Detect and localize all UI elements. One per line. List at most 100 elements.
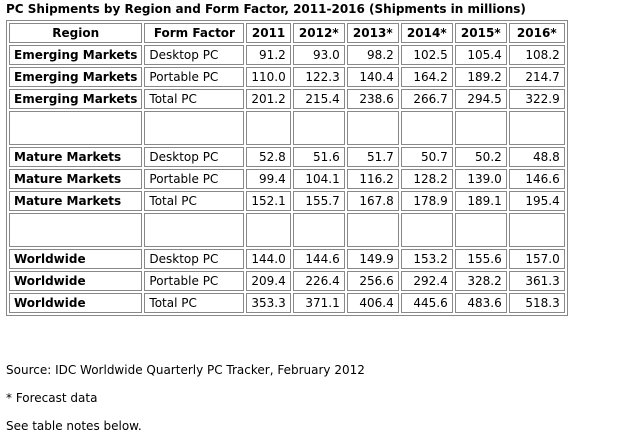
value-cell: 155.6 <box>454 249 507 269</box>
empty-cell <box>400 111 453 145</box>
table-row: Mature Markets Portable PC 99.4 104.1 116.2 1… <box>9 169 565 189</box>
spacer-row <box>9 111 565 145</box>
empty-cell <box>508 213 565 247</box>
form-factor-cell: Desktop PC <box>144 249 245 269</box>
empty-cell <box>246 213 291 247</box>
note: See table notes below. <box>6 419 142 433</box>
empty-cell <box>292 213 345 247</box>
value-cell: 328.2 <box>454 271 507 291</box>
table-row: Emerging Markets Desktop PC 91.2 93.0 98.2 10… <box>9 45 565 65</box>
empty-cell <box>346 111 399 145</box>
spacer-row <box>9 213 565 247</box>
value-cell: 155.7 <box>292 191 345 211</box>
value-cell: 139.0 <box>454 169 507 189</box>
form-factor-cell: Portable PC <box>144 271 245 291</box>
value-cell: 292.4 <box>400 271 453 291</box>
value-cell: 108.2 <box>508 45 565 65</box>
value-cell: 256.6 <box>346 271 399 291</box>
empty-cell <box>346 213 399 247</box>
table-row: Emerging Markets Portable PC 110.0 122.3 140… <box>9 67 565 87</box>
notes: Source: IDC Worldwide Quarterly PC Track… <box>6 361 365 445</box>
value-cell: 116.2 <box>346 169 399 189</box>
value-cell: 167.8 <box>346 191 399 211</box>
header-row: Region Form Factor 2011 2012* 2013* 2014* 2015… <box>9 23 565 43</box>
value-cell: 50.7 <box>400 147 453 167</box>
value-cell: 322.9 <box>508 89 565 109</box>
table-row: Mature Markets Total PC 152.1 155.7 167.8 178… <box>9 191 565 211</box>
value-cell: 149.9 <box>346 249 399 269</box>
value-cell: 146.6 <box>508 169 565 189</box>
value-cell: 189.1 <box>454 191 507 211</box>
value-cell: 122.3 <box>292 67 345 87</box>
value-cell: 144.6 <box>292 249 345 269</box>
value-cell: 445.6 <box>400 293 453 313</box>
value-cell: 140.4 <box>346 67 399 87</box>
value-cell: 48.8 <box>508 147 565 167</box>
value-cell: 361.3 <box>508 271 565 291</box>
table-row: Worldwide Desktop PC 144.0 144.6 149.9 153.2 1… <box>9 249 565 269</box>
form-factor-cell: Desktop PC <box>144 147 245 167</box>
table-row: Mature Markets Desktop PC 52.8 51.6 51.7 50.7… <box>9 147 565 167</box>
data-table: Region Form Factor 2011 2012* 2013* 2014* 2015… <box>6 20 568 316</box>
value-cell: 483.6 <box>454 293 507 313</box>
header-cell: Region <box>9 23 143 43</box>
value-cell: 518.3 <box>508 293 565 313</box>
empty-cell <box>144 213 245 247</box>
value-cell: 178.9 <box>400 191 453 211</box>
region-cell: Worldwide <box>9 249 143 269</box>
empty-cell <box>9 213 143 247</box>
empty-cell <box>454 111 507 145</box>
table-row: Worldwide Portable PC 209.4 226.4 256.6 292.4… <box>9 271 565 291</box>
value-cell: 164.2 <box>400 67 453 87</box>
value-cell: 50.2 <box>454 147 507 167</box>
form-factor-cell: Portable PC <box>144 169 245 189</box>
value-cell: 353.3 <box>246 293 291 313</box>
region-cell: Worldwide <box>9 271 143 291</box>
value-cell: 152.1 <box>246 191 291 211</box>
value-cell: 214.7 <box>508 67 565 87</box>
region-cell: Emerging Markets <box>9 89 143 109</box>
value-cell: 99.4 <box>246 169 291 189</box>
value-cell: 105.4 <box>454 45 507 65</box>
value-cell: 153.2 <box>400 249 453 269</box>
header-cell: 2016* <box>508 23 565 43</box>
table-row: Emerging Markets Total PC 201.2 215.4 238.6 2… <box>9 89 565 109</box>
region-cell: Mature Markets <box>9 147 143 167</box>
header-cell: 2013* <box>346 23 399 43</box>
value-cell: 215.4 <box>292 89 345 109</box>
form-factor-cell: Total PC <box>144 191 245 211</box>
region-cell: Mature Markets <box>9 191 143 211</box>
empty-cell <box>400 213 453 247</box>
value-cell: 195.4 <box>508 191 565 211</box>
empty-cell <box>9 111 143 145</box>
table-row: Worldwide Total PC 353.3 371.1 406.4 445.6 483… <box>9 293 565 313</box>
value-cell: 201.2 <box>246 89 291 109</box>
value-cell: 294.5 <box>454 89 507 109</box>
table-title: PC Shipments by Region and Form Factor, … <box>6 2 526 16</box>
region-cell: Worldwide <box>9 293 143 313</box>
value-cell: 104.1 <box>292 169 345 189</box>
header-cell: 2012* <box>292 23 345 43</box>
value-cell: 93.0 <box>292 45 345 65</box>
value-cell: 226.4 <box>292 271 345 291</box>
note: * Forecast data <box>6 391 98 405</box>
empty-cell <box>246 111 291 145</box>
value-cell: 52.8 <box>246 147 291 167</box>
note: Source: IDC Worldwide Quarterly PC Track… <box>6 363 365 377</box>
region-cell: Emerging Markets <box>9 45 143 65</box>
value-cell: 102.5 <box>400 45 453 65</box>
value-cell: 91.2 <box>246 45 291 65</box>
empty-cell <box>508 111 565 145</box>
value-cell: 209.4 <box>246 271 291 291</box>
value-cell: 266.7 <box>400 89 453 109</box>
empty-cell <box>292 111 345 145</box>
value-cell: 144.0 <box>246 249 291 269</box>
value-cell: 406.4 <box>346 293 399 313</box>
form-factor-cell: Portable PC <box>144 67 245 87</box>
region-cell: Mature Markets <box>9 169 143 189</box>
value-cell: 128.2 <box>400 169 453 189</box>
value-cell: 98.2 <box>346 45 399 65</box>
header-cell: 2014* <box>400 23 453 43</box>
empty-cell <box>454 213 507 247</box>
